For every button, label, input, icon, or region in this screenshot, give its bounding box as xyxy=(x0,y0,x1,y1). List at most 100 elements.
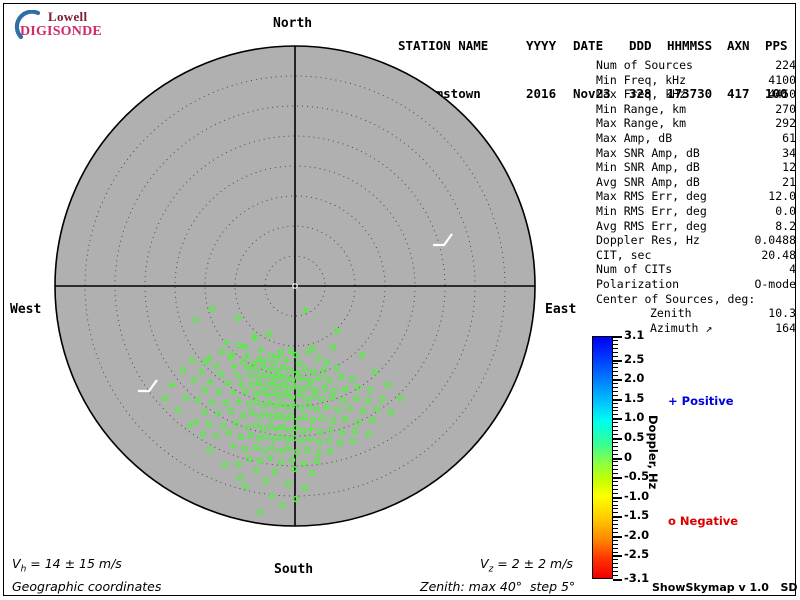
stat-label: Min Freq, kHz xyxy=(596,72,687,87)
source-marker-negative xyxy=(269,413,277,421)
source-marker-negative xyxy=(278,501,286,509)
stat-row: Max SNR Amp, dB 34 xyxy=(596,146,796,161)
source-marker-negative xyxy=(267,352,275,360)
colorbar-tick-label: 2.5 xyxy=(624,351,645,366)
source-marker-negative xyxy=(268,492,276,500)
stat-row: CIT, sec 20.48 xyxy=(596,248,796,263)
source-marker-negative xyxy=(279,363,287,371)
source-marker-negative xyxy=(286,366,294,374)
colorbar-tick xyxy=(613,535,622,538)
source-marker-negative xyxy=(304,383,312,391)
source-marker-negative xyxy=(351,427,359,435)
colorbar-minor-tick xyxy=(613,469,618,471)
source-marker-negative xyxy=(316,428,324,436)
logo-digisonde-text: DIGISONDE xyxy=(20,24,102,39)
source-marker-negative xyxy=(313,405,321,413)
center-of-sources-header: Center of Sources, deg: xyxy=(596,291,756,306)
stat-value: 34 xyxy=(782,145,796,160)
colorbar-minor-tick xyxy=(613,484,618,486)
direction-label-west: West xyxy=(10,302,42,317)
logo-arc-icon xyxy=(14,10,41,40)
source-marker-negative xyxy=(256,508,264,516)
colorbar-tick-label: 0.5 xyxy=(624,429,645,444)
colorbar-minor-tick xyxy=(613,575,618,577)
colorbar-minor-tick xyxy=(613,543,618,545)
source-marker-negative xyxy=(352,394,360,402)
source-marker-negative xyxy=(259,424,267,432)
source-marker-negative xyxy=(329,417,337,425)
stat-label: Avg SNR Amp, dB xyxy=(596,174,700,189)
colorbar-minor-tick xyxy=(613,441,618,443)
source-marker-negative xyxy=(281,414,289,422)
center-stat-label: Azimuth ↗ xyxy=(650,320,713,335)
source-marker-negative xyxy=(314,354,322,362)
source-marker-negative xyxy=(224,379,232,387)
colorbar-tick xyxy=(613,359,622,362)
stat-row: Min Range, km 270 xyxy=(596,102,796,117)
colorbar-minor-tick xyxy=(613,433,618,435)
colorbar-minor-tick xyxy=(613,504,618,506)
source-marker-negative xyxy=(309,344,317,352)
vh-subscript: h xyxy=(20,564,27,575)
stat-row: Max Amp, dB 61 xyxy=(596,131,796,146)
source-marker-negative xyxy=(337,373,345,381)
stat-value: 12 xyxy=(782,160,796,175)
source-marker-negative xyxy=(366,386,374,394)
source-marker-negative xyxy=(248,381,256,389)
source-marker-negative xyxy=(305,402,313,410)
direction-label-north: North xyxy=(273,16,313,31)
stat-row: Min SNR Amp, dB 12 xyxy=(596,160,796,175)
header-col-axn: AXN xyxy=(727,38,750,53)
source-marker-negative xyxy=(217,370,225,378)
source-marker-negative xyxy=(323,358,331,366)
stat-row: Min Freq, kHz 4100 xyxy=(596,73,796,88)
source-marker-negative xyxy=(262,382,270,390)
stat-label: Doppler Res, Hz xyxy=(596,233,700,248)
source-marker-negative xyxy=(261,371,269,379)
colorbar-tick-label: -3.1 xyxy=(624,571,650,585)
stat-label: CIT, sec xyxy=(596,247,652,262)
colorbar-minor-tick xyxy=(613,559,618,561)
source-marker-negative xyxy=(309,368,317,376)
source-marker-negative xyxy=(287,347,295,355)
source-marker-negative xyxy=(276,447,284,455)
source-marker-negative xyxy=(253,466,261,474)
source-marker-negative xyxy=(258,388,266,396)
source-marker-negative xyxy=(276,433,284,441)
center-stat-label: Zenith xyxy=(650,306,692,321)
colorbar-tick xyxy=(613,437,622,440)
header-col-hhmmss: HHMMSS xyxy=(667,38,713,53)
source-marker-negative xyxy=(284,403,292,411)
coordinate-system-label: Geographic coordinates xyxy=(12,579,162,594)
colorbar-tick xyxy=(613,398,622,401)
stat-label: Num of Sources xyxy=(596,58,693,72)
colorbar-minor-tick xyxy=(613,343,618,345)
colorbar-minor-tick xyxy=(613,383,618,385)
colorbar-minor-tick xyxy=(613,414,618,416)
source-marker-negative xyxy=(354,383,362,391)
colorbar-tick xyxy=(613,555,622,558)
source-marker-negative xyxy=(215,388,223,396)
source-markers xyxy=(161,305,404,516)
source-marker-negative xyxy=(174,406,182,414)
stat-row: Max RMS Err, deg 12.0 xyxy=(596,189,796,204)
colorbar-minor-tick xyxy=(613,481,618,483)
source-marker-negative xyxy=(270,389,278,397)
stat-label: Max RMS Err, deg xyxy=(596,189,707,204)
stat-value: 4450 xyxy=(768,87,796,102)
stat-label: Min Range, km xyxy=(596,101,687,116)
zenith-center-marker xyxy=(292,283,298,289)
vz-subscript: z xyxy=(488,564,494,575)
source-marker-negative xyxy=(205,420,213,428)
header-col-yyyy: YYYY xyxy=(526,38,557,53)
source-marker-negative xyxy=(310,392,318,400)
source-marker-negative xyxy=(272,402,280,410)
source-marker-negative xyxy=(208,398,216,406)
header-col-station: STATION NAME xyxy=(398,38,489,53)
colorbar-tick-label: -1.0 xyxy=(624,488,650,503)
stat-row: Avg RMS Err, deg 8.2 xyxy=(596,219,796,234)
colorbar-minor-tick xyxy=(613,524,618,526)
source-marker-negative xyxy=(314,449,322,457)
source-marker-negative xyxy=(338,429,346,437)
